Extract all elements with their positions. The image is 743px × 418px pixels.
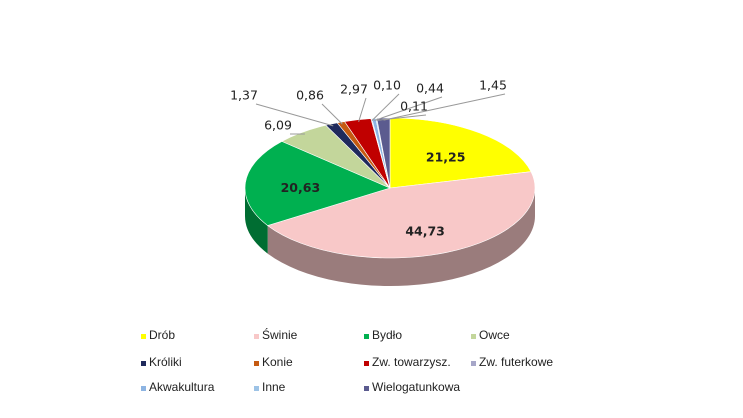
slice-side	[267, 188, 535, 286]
legend-marker	[141, 386, 146, 391]
legend-label: Owce	[479, 328, 510, 342]
legend-marker	[471, 361, 476, 366]
slice	[389, 117, 532, 189]
leader-line	[321, 103, 343, 125]
data-label: 0,10	[373, 78, 401, 93]
data-label: 6,09	[264, 118, 292, 133]
legend-marker	[141, 361, 146, 366]
leader-line	[371, 93, 400, 122]
legend-label: Konie	[262, 355, 293, 369]
slice	[267, 171, 536, 259]
slice	[376, 117, 391, 189]
slice-side	[245, 188, 268, 254]
legend-marker	[364, 361, 369, 366]
data-label: 44,73	[405, 223, 445, 238]
legend-marker	[471, 334, 476, 339]
legend-marker	[141, 334, 146, 339]
slice	[244, 141, 391, 226]
leader-line	[374, 96, 443, 121]
leader-line	[358, 97, 367, 122]
data-label: 20,63	[281, 180, 321, 195]
legend-marker	[364, 386, 369, 391]
legend-label: Króliki	[149, 355, 182, 369]
data-label: 2,97	[340, 82, 368, 97]
leader-line	[255, 103, 334, 127]
data-label: 1,45	[479, 78, 507, 93]
legend-label: Akwakultura	[149, 380, 215, 394]
data-label: 1,37	[230, 88, 258, 103]
legend-label: Wielogatunkowa	[372, 380, 460, 394]
legend-marker	[254, 361, 259, 366]
legend-marker	[254, 386, 259, 391]
data-label: 0,11	[400, 99, 428, 114]
legend-label: Bydło	[372, 328, 402, 342]
data-label: 21,25	[426, 149, 466, 164]
legend-label: Inne	[262, 380, 286, 394]
legend-label: Zw. towarzysz.	[372, 355, 451, 369]
data-label: 0,86	[296, 88, 324, 103]
data-label: 0,44	[416, 81, 444, 96]
legend-marker	[364, 334, 369, 339]
leader-line	[383, 93, 506, 121]
legend-label: Świnie	[262, 327, 298, 342]
legend-label: Zw. futerkowe	[479, 355, 553, 369]
legend-label: Drób	[149, 328, 175, 342]
legend-marker	[254, 334, 259, 339]
